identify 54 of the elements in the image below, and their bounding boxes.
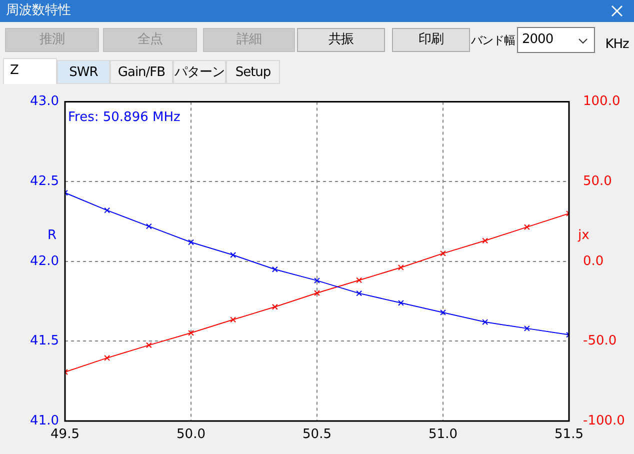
text: SWR — [57, 60, 110, 84]
point — [398, 264, 404, 270]
text: 共振 — [297, 28, 385, 52]
point — [440, 309, 446, 316]
point — [398, 300, 404, 306]
text: Gain/FB — [110, 60, 173, 84]
point — [356, 277, 362, 284]
point — [314, 278, 320, 284]
text: 全点 — [103, 28, 197, 52]
point — [440, 250, 446, 256]
point — [104, 207, 110, 214]
point — [356, 290, 362, 296]
point — [188, 239, 194, 246]
point — [146, 342, 152, 348]
y2-tick-label: 0.0 — [583, 254, 604, 269]
text: 推測 — [5, 28, 99, 52]
text: パターン — [173, 60, 226, 84]
y-axis-title: R — [47, 228, 57, 244]
point — [524, 224, 530, 230]
y-tick-label: 42.5 — [30, 174, 59, 189]
x-tick-label: 50.5 — [302, 427, 332, 442]
point — [314, 290, 320, 296]
point — [104, 354, 110, 361]
y-tick-label: 41.5 — [30, 334, 59, 349]
point — [146, 223, 152, 230]
y2-tick-label: -100.0 — [583, 413, 625, 428]
x-tick-label: 51.0 — [428, 427, 458, 442]
text: Setup — [226, 60, 280, 84]
text: バンド幅 — [471, 33, 516, 48]
y2-tick-label: 50.0 — [583, 174, 612, 189]
point — [524, 325, 530, 332]
y2-tick-label: 100.0 — [583, 94, 620, 110]
text: 2000 — [517, 27, 595, 53]
point — [230, 316, 236, 323]
point — [272, 304, 278, 310]
y2-axis-title: jx — [577, 228, 590, 244]
y-tick-label: 43.0 — [30, 94, 59, 110]
text: KHz — [604, 37, 630, 52]
x-tick-label: 51.5 — [554, 427, 584, 442]
point — [482, 319, 488, 326]
point — [482, 238, 488, 244]
point — [230, 252, 236, 258]
x-tick-label: 49.5 — [50, 427, 80, 442]
y-tick-label: 42.0 — [30, 254, 59, 269]
text: 詳細 — [203, 28, 295, 52]
chart-title: 周波数特性 — [6, 2, 71, 20]
annotation: Fres: 50.896 MHz — [68, 110, 180, 126]
y2-tick-label: -50.0 — [583, 334, 617, 349]
y-tick-label: 41.0 — [30, 413, 59, 428]
point — [272, 266, 278, 272]
text: 印刷 — [392, 28, 470, 52]
x-tick-label: 50.0 — [176, 427, 206, 442]
text: Z — [3, 58, 57, 84]
point — [188, 330, 194, 336]
